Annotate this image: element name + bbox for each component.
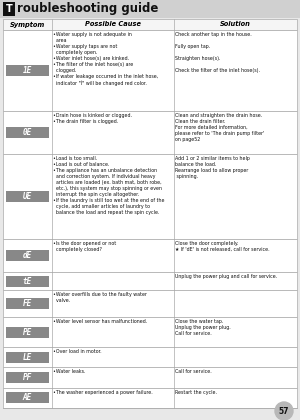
Text: Call for service.: Call for service. [175,370,212,375]
Bar [3,388,297,408]
Text: •Water overfills due to the faulty water
  valve.: •Water overfills due to the faulty water… [53,292,147,304]
Bar [5,372,49,383]
Text: roubleshooting guide: roubleshooting guide [17,2,158,15]
Text: •Over load in motor.: •Over load in motor. [53,349,102,354]
Text: PE: PE [22,328,32,337]
Circle shape [275,402,293,420]
Text: 1E: 1E [22,66,32,75]
Text: •Water level sensor has malfunctioned.: •Water level sensor has malfunctioned. [53,319,147,324]
Text: T: T [6,3,12,13]
Text: •Water leaks.: •Water leaks. [53,370,86,375]
Bar [5,392,49,403]
Text: tE: tE [22,277,32,286]
Bar [3,368,297,388]
Text: Possible Cause: Possible Cause [85,21,140,27]
Text: Unplug the power plug and call for service.: Unplug the power plug and call for servi… [175,274,277,279]
Text: Add 1 or 2 similar items to help
balance the load.
Rearrange load to allow prope: Add 1 or 2 similar items to help balance… [175,155,250,178]
Text: PF: PF [22,373,32,382]
Bar [5,276,49,287]
Text: Close the water tap.
Unplug the power plug.
Call for service.: Close the water tap. Unplug the power pl… [175,319,231,336]
Text: dE: dE [22,251,32,260]
Bar [3,347,297,368]
Bar [3,2,15,16]
Text: LE: LE [22,353,32,362]
Bar [5,327,49,338]
Text: 0E: 0E [22,128,32,136]
Text: •Drain hose is kinked or clogged.
•The drain filter is clogged.: •Drain hose is kinked or clogged. •The d… [53,113,132,123]
Bar [3,272,297,291]
Bar [5,126,49,138]
Bar [5,352,49,363]
Bar [3,154,297,239]
Bar [5,191,49,202]
Bar [3,317,297,347]
Text: Close the door completely.
★ If 'dE' is not released, call for service.: Close the door completely. ★ If 'dE' is … [175,241,270,252]
Text: •Load is too small.
•Load is out of balance.
•The appliance has an unbalance det: •Load is too small. •Load is out of bala… [53,155,164,215]
Bar [3,239,297,272]
Text: AE: AE [22,394,32,402]
Text: Clean and straighten the drain hose.
Clean the drain filter.
For more detailed i: Clean and straighten the drain hose. Cle… [175,113,264,142]
Text: Solution: Solution [220,21,251,27]
Text: •Is the door opened or not
  completely closed?: •Is the door opened or not completely cl… [53,241,116,252]
Bar [0,0,300,18]
Text: UE: UE [22,192,32,201]
Bar [5,250,49,261]
Bar [3,19,297,30]
Text: •Water supply is not adequate in
  area
•Water supply taps are not
  completely : •Water supply is not adequate in area •W… [53,32,158,86]
Text: Symptom: Symptom [10,21,45,28]
Bar [5,65,49,76]
Text: Check another tap in the house.

Fully open tap.

Straighten hose(s).

Check the: Check another tap in the house. Fully op… [175,32,260,73]
Text: Restart the cycle.: Restart the cycle. [175,390,217,395]
Bar [3,291,297,317]
Bar [3,30,297,111]
Bar [5,298,49,309]
Text: •The washer experienced a power failure.: •The washer experienced a power failure. [53,390,153,395]
Text: 57: 57 [279,407,289,415]
Text: FE: FE [22,299,32,308]
Bar [3,111,297,154]
